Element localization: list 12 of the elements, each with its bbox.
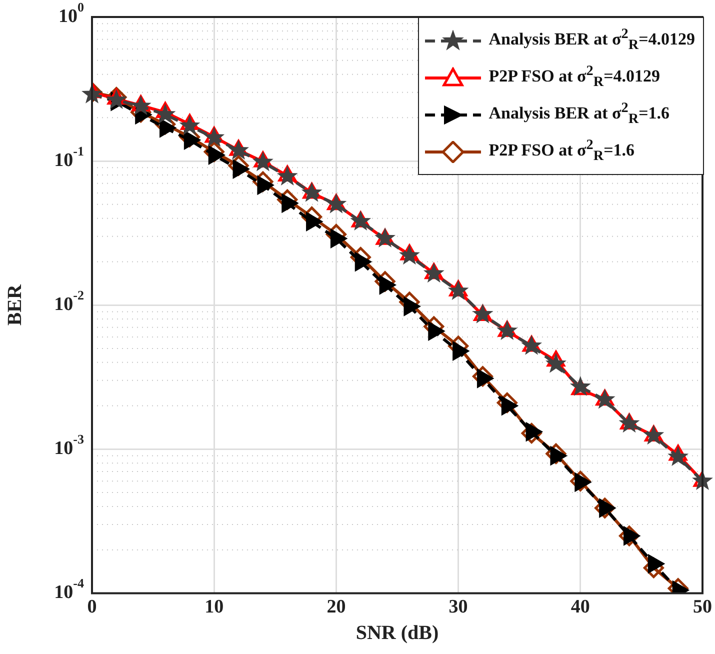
legend-label: P2P FSO at σ$^{2}$$_{R}$=1.6 — [488, 137, 635, 166]
x-tick-label: 50 — [693, 596, 712, 618]
legend-label: Analysis BER at σ$^{2}$$_{R}$=4.0129 — [488, 26, 695, 55]
x-tick-label: 30 — [448, 596, 468, 618]
x-axis-title: SNR (dB) — [356, 622, 439, 644]
x-tick-label: 20 — [326, 596, 346, 618]
x-tick-label: 10 — [204, 596, 224, 618]
legend-label: Analysis BER at σ$^{2}$$_{R}$=1.6 — [488, 100, 670, 129]
x-tick-label: 40 — [570, 596, 590, 618]
x-tick-label: 0 — [87, 596, 97, 618]
y-axis-title: BER — [4, 284, 26, 326]
legend-label: P2P FSO at σ$^{2}$$_{R}$=4.0129 — [488, 63, 660, 92]
